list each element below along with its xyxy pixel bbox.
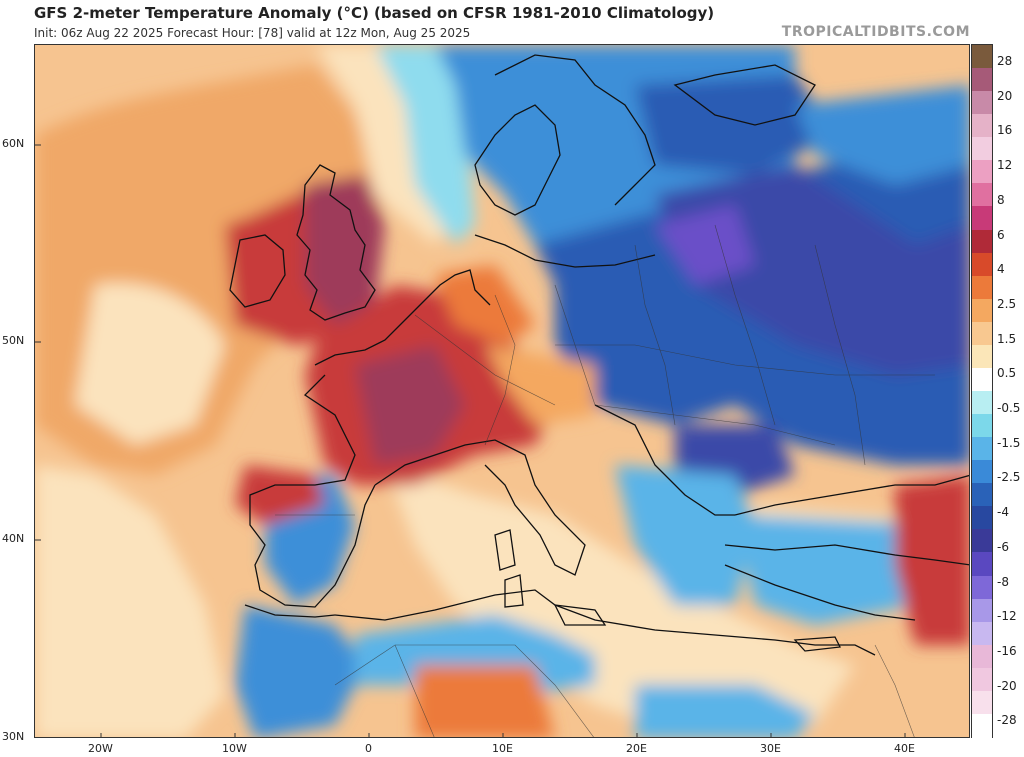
colorbar-label: -6 xyxy=(997,539,1009,554)
lon-label-40e: 40E xyxy=(894,742,915,755)
lon-label-20e: 20E xyxy=(626,742,647,755)
lon-label-10w: 10W xyxy=(222,742,247,755)
colorbar-segment xyxy=(972,483,992,507)
colorbar-segment xyxy=(972,45,992,69)
lat-label-30n: 30N xyxy=(2,730,25,743)
lat-label-40n: 40N xyxy=(2,532,25,545)
lon-label-0: 0 xyxy=(365,742,372,755)
colorbar-segment xyxy=(972,506,992,530)
colorbar-label: -1.5 xyxy=(997,435,1021,450)
colorbar-segment xyxy=(972,91,992,115)
map-title: GFS 2-meter Temperature Anomaly (°C) (ba… xyxy=(34,4,715,22)
colorbar xyxy=(971,44,993,738)
colorbar-segment xyxy=(972,160,992,184)
colorbar-segment xyxy=(972,552,992,577)
colorbar-segment xyxy=(972,229,992,254)
colorbar-label: -8 xyxy=(997,574,1009,589)
colorbar-label: -16 xyxy=(997,643,1017,658)
lat-label-50n: 50N xyxy=(2,334,25,347)
colorbar-segment xyxy=(972,460,992,484)
colorbar-segment xyxy=(972,298,992,323)
colorbar-segment xyxy=(972,344,992,369)
colorbar-segment xyxy=(972,68,992,92)
colorbar-label: 8 xyxy=(997,192,1005,207)
colorbar-segment xyxy=(972,644,992,669)
colorbar-label: -0.5 xyxy=(997,401,1021,415)
map-area xyxy=(34,44,970,738)
colorbar-label: -2.5 xyxy=(997,470,1021,485)
colorbar-label: 4 xyxy=(997,262,1005,277)
colorbar-segment xyxy=(972,667,992,692)
colorbar-label: -12 xyxy=(997,609,1017,624)
colorbar-segment xyxy=(972,391,992,415)
colorbar-segment xyxy=(972,137,992,161)
colorbar-segment xyxy=(972,367,992,392)
colorbar-segment xyxy=(972,275,992,300)
colorbar-label: 6 xyxy=(997,227,1005,242)
colorbar-label: 0.5 xyxy=(997,366,1017,381)
colorbar-label: -20 xyxy=(997,678,1017,693)
colorbar-label: 2.5 xyxy=(997,296,1017,311)
colorbar-label: 1.5 xyxy=(997,331,1017,346)
colorbar-segment xyxy=(972,414,992,438)
colorbar-segment xyxy=(972,183,992,208)
colorbar-segment xyxy=(972,598,992,623)
colorbar-segment xyxy=(972,621,992,646)
colorbar-label: -4 xyxy=(997,505,1009,520)
lon-label-20w: 20W xyxy=(88,742,113,755)
anomaly-field xyxy=(35,45,969,737)
colorbar-label: 12 xyxy=(997,158,1013,173)
colorbar-label: 20 xyxy=(997,88,1013,103)
colorbar-segment xyxy=(972,713,992,738)
colorbar-segment xyxy=(972,206,992,231)
lon-label-10e: 10E xyxy=(492,742,513,755)
colorbar-segment xyxy=(972,252,992,277)
coastlines xyxy=(229,54,969,656)
grid-ticks xyxy=(35,144,906,737)
colorbar-segment xyxy=(972,321,992,346)
colorbar-segment xyxy=(972,114,992,138)
site-brand: TROPICALTIDBITS.COM xyxy=(781,24,970,40)
colorbar-segment xyxy=(972,690,992,715)
colorbar-segment xyxy=(972,437,992,461)
colorbar-segment xyxy=(972,575,992,600)
country-borders xyxy=(275,224,935,737)
colorbar-label: 16 xyxy=(997,123,1013,138)
colorbar-label: 28 xyxy=(997,54,1013,68)
colorbar-segment xyxy=(972,529,992,554)
lon-label-30e: 30E xyxy=(760,742,781,755)
colorbar-label: -28 xyxy=(997,713,1017,728)
map-subtitle: Init: 06z Aug 22 2025 Forecast Hour: [78… xyxy=(34,26,471,40)
lat-label-60n: 60N xyxy=(2,137,25,150)
